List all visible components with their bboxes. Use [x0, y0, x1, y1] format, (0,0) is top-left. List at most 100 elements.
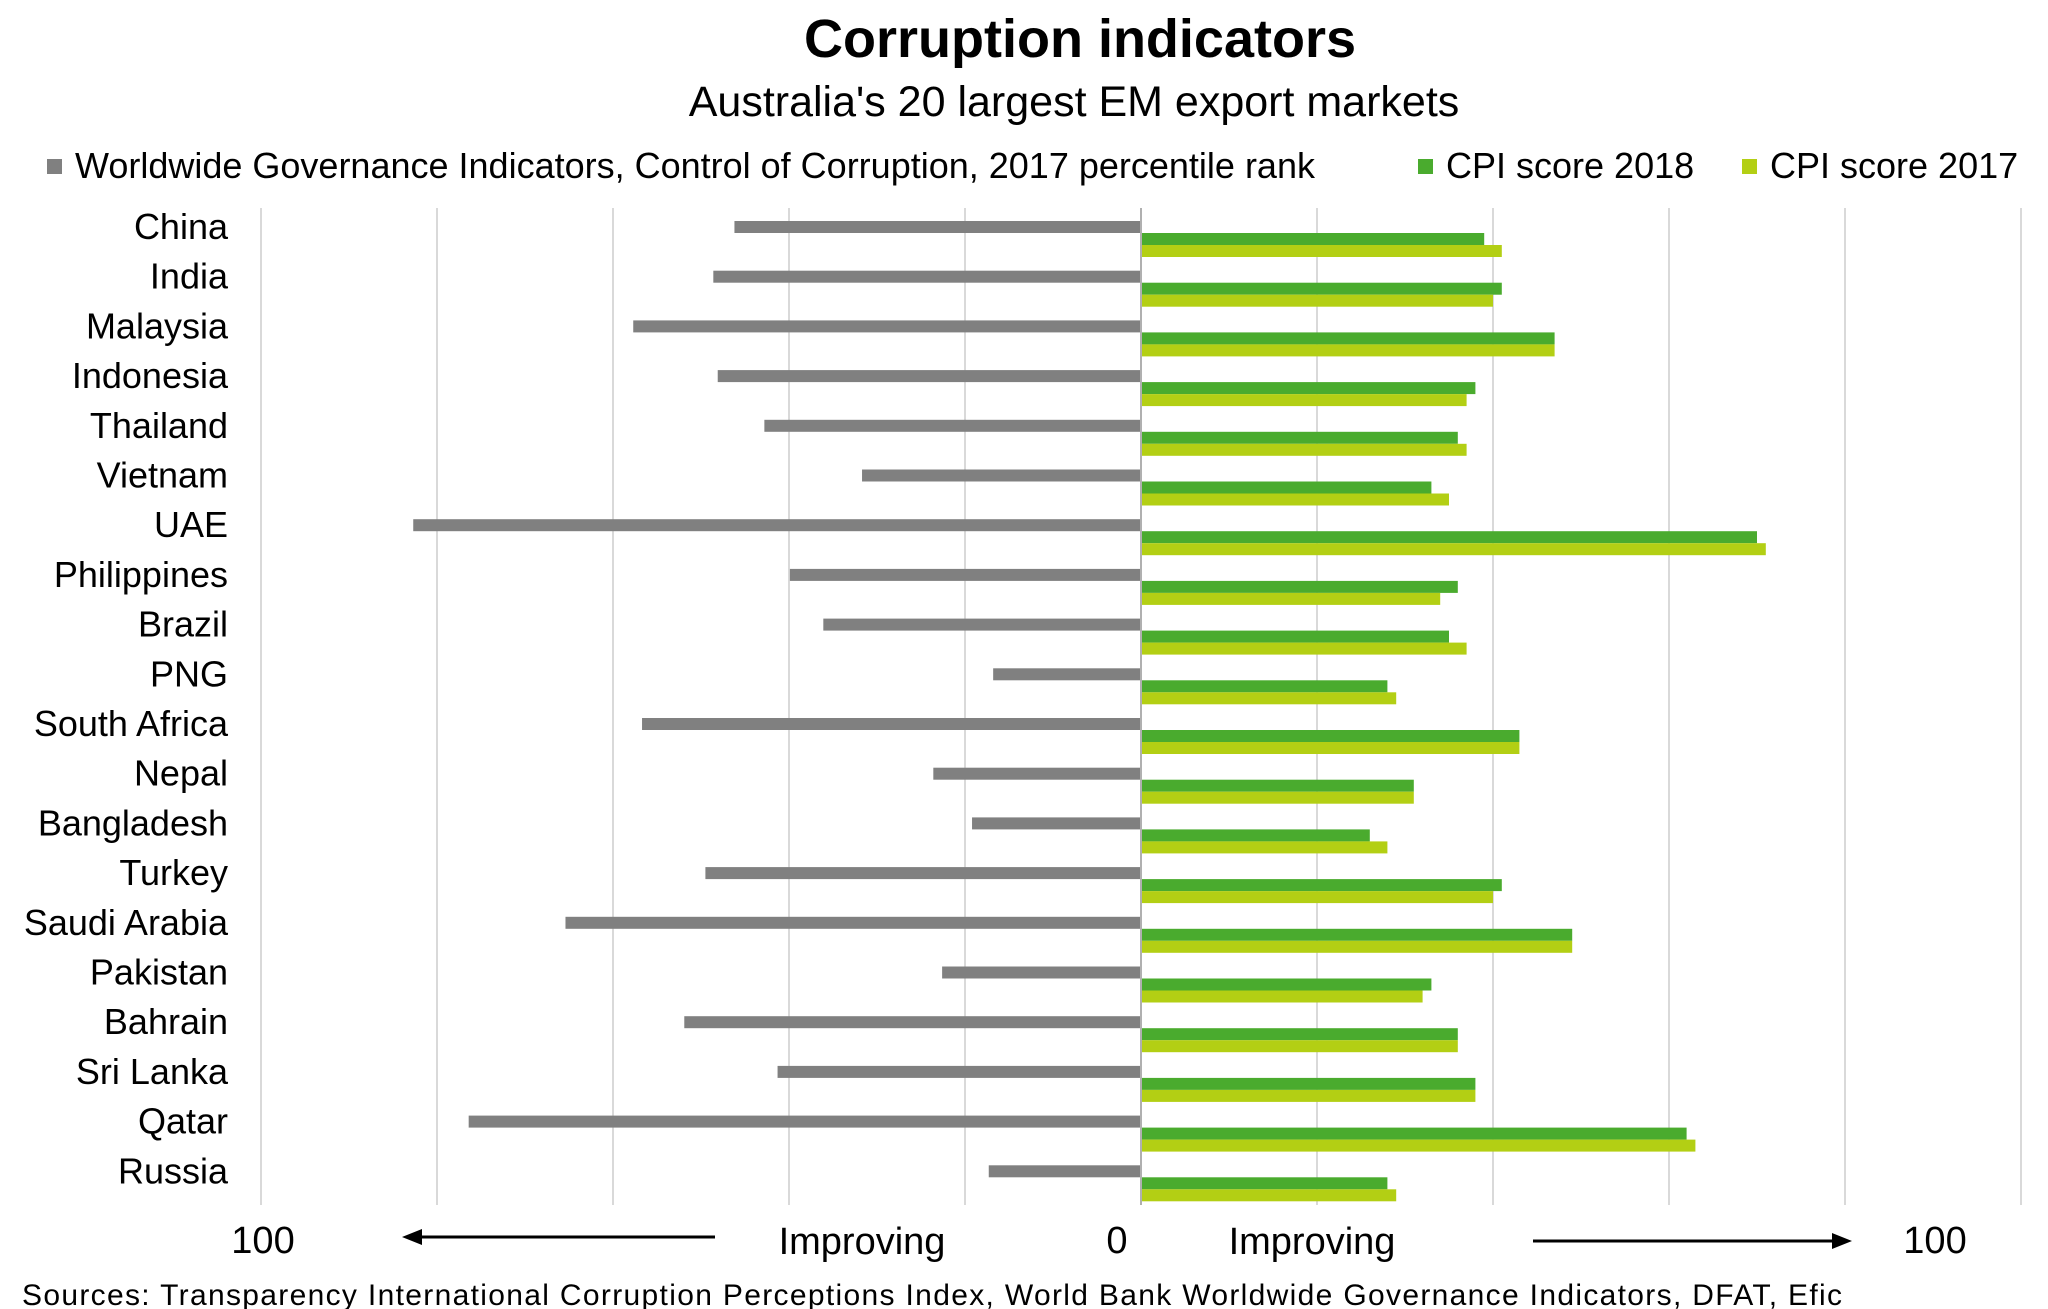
bar-wgi-2017	[988, 1165, 1141, 1178]
bar-cpi-2018	[1141, 233, 1485, 245]
bar-wgi-2017	[705, 867, 1141, 880]
axis-left-improving: Improving	[779, 1221, 946, 1263]
bar-wgi-2017	[789, 568, 1141, 581]
category-label: Qatar	[138, 1101, 228, 1142]
legend-swatch-cpi-2018	[1418, 159, 1433, 174]
bar-cpi-2017	[1141, 1040, 1458, 1053]
category-label: UAE	[154, 504, 228, 545]
bar-wgi-2017	[565, 916, 1141, 929]
chart-title: Corruption indicators	[804, 9, 1356, 69]
category-label: Sri Lanka	[76, 1051, 229, 1092]
category-label: South Africa	[34, 703, 229, 744]
left-arrow-icon	[402, 1229, 422, 1245]
bar-cpi-2018	[1141, 630, 1449, 643]
category-label: Malaysia	[86, 305, 229, 346]
bar-cpi-2018	[1141, 481, 1432, 494]
bar-cpi-2018	[1141, 1127, 1687, 1140]
bar-cpi-2017	[1141, 592, 1441, 605]
category-label: Thailand	[90, 405, 228, 446]
legend-label-cpi-2017: CPI score 2017	[1770, 145, 2018, 186]
bar-cpi-2018	[1141, 531, 1757, 544]
bar-cpi-2018	[1141, 1028, 1458, 1041]
bottom-axis: 100 Improving 0 Improving 100	[231, 1220, 1966, 1263]
category-labels: China India Malaysia Indonesia Thailand Vietn…	[24, 206, 229, 1191]
bar-cpi-2018	[1141, 282, 1502, 295]
bar-wgi-2017	[713, 270, 1141, 283]
bar-cpi-2018	[1141, 1177, 1388, 1190]
bar-cpi-2017	[1141, 493, 1449, 506]
category-label: Turkey	[119, 852, 228, 893]
category-label: Nepal	[134, 753, 228, 794]
bar-wgi-2017	[972, 817, 1141, 830]
axis-right-max: 100	[1903, 1220, 1966, 1262]
category-label: China	[134, 206, 229, 247]
axis-left-max: 100	[231, 1220, 294, 1262]
bar-cpi-2017	[1141, 742, 1520, 754]
category-label: Indonesia	[72, 355, 229, 396]
legend-swatch-wgi	[47, 159, 62, 174]
axis-center-zero: 0	[1106, 1220, 1127, 1262]
bar-cpi-2017	[1141, 791, 1414, 804]
bar-cpi-2018	[1141, 1077, 1476, 1090]
category-label: Saudi Arabia	[24, 902, 229, 943]
bar-wgi-2017	[642, 718, 1141, 730]
category-label: Bahrain	[104, 1001, 228, 1042]
bar-wgi-2017	[942, 966, 1141, 979]
bars	[413, 221, 1766, 1202]
bar-cpi-2018	[1141, 978, 1432, 991]
bar-cpi-2018	[1141, 879, 1502, 892]
axis-right-improving: Improving	[1229, 1221, 1396, 1263]
bar-wgi-2017	[862, 469, 1141, 482]
bar-wgi-2017	[468, 1115, 1141, 1128]
category-label: Bangladesh	[38, 802, 228, 843]
bar-cpi-2017	[1141, 841, 1388, 854]
bar-wgi-2017	[993, 668, 1141, 681]
bar-cpi-2017	[1141, 990, 1423, 1003]
bar-cpi-2018	[1141, 431, 1458, 444]
bar-cpi-2017	[1141, 891, 1493, 904]
bar-cpi-2017	[1141, 344, 1555, 357]
category-label: Philippines	[54, 554, 228, 595]
bar-cpi-2017	[1141, 543, 1766, 556]
bar-wgi-2017	[717, 370, 1141, 383]
legend-label-wgi: Worldwide Governance Indicators, Control…	[75, 145, 1316, 186]
bar-cpi-2018	[1141, 928, 1573, 941]
bar-cpi-2018	[1141, 829, 1370, 842]
bar-cpi-2017	[1141, 443, 1467, 456]
bar-cpi-2017	[1141, 294, 1493, 307]
right-arrow-icon	[1832, 1233, 1852, 1249]
bar-cpi-2018	[1141, 779, 1414, 792]
source-note: Sources: Transparency International Corr…	[22, 1279, 1842, 1309]
legend-swatch-cpi-2017	[1742, 159, 1757, 174]
category-label: Pakistan	[90, 952, 228, 993]
bar-wgi-2017	[413, 519, 1141, 532]
bar-wgi-2017	[684, 1016, 1141, 1029]
legend-label-cpi-2018: CPI score 2018	[1446, 145, 1694, 186]
bar-wgi-2017	[777, 1065, 1141, 1078]
bar-cpi-2017	[1141, 1189, 1397, 1202]
category-label: PNG	[150, 653, 228, 694]
bar-cpi-2017	[1141, 1089, 1476, 1102]
category-label: India	[150, 256, 229, 297]
category-label: Russia	[118, 1150, 229, 1191]
category-label: Vietnam	[97, 455, 228, 496]
bar-cpi-2018	[1141, 580, 1458, 593]
bar-cpi-2018	[1141, 382, 1476, 395]
bar-wgi-2017	[823, 618, 1141, 631]
bar-cpi-2017	[1141, 940, 1573, 953]
bar-wgi-2017	[764, 419, 1141, 432]
bar-cpi-2017	[1141, 245, 1502, 257]
chart-subtitle: Australia's 20 largest EM export markets	[689, 78, 1460, 126]
bar-cpi-2017	[1141, 642, 1467, 655]
legend: Worldwide Governance Indicators, Control…	[47, 145, 2018, 186]
bar-wgi-2017	[633, 320, 1141, 333]
bar-cpi-2017	[1141, 692, 1397, 705]
bar-cpi-2018	[1141, 332, 1555, 345]
category-label: Brazil	[138, 604, 228, 645]
bar-cpi-2017	[1141, 394, 1467, 407]
bar-wgi-2017	[734, 221, 1141, 233]
bar-cpi-2017	[1141, 1139, 1696, 1152]
bar-cpi-2018	[1141, 730, 1520, 742]
bar-wgi-2017	[933, 767, 1141, 780]
